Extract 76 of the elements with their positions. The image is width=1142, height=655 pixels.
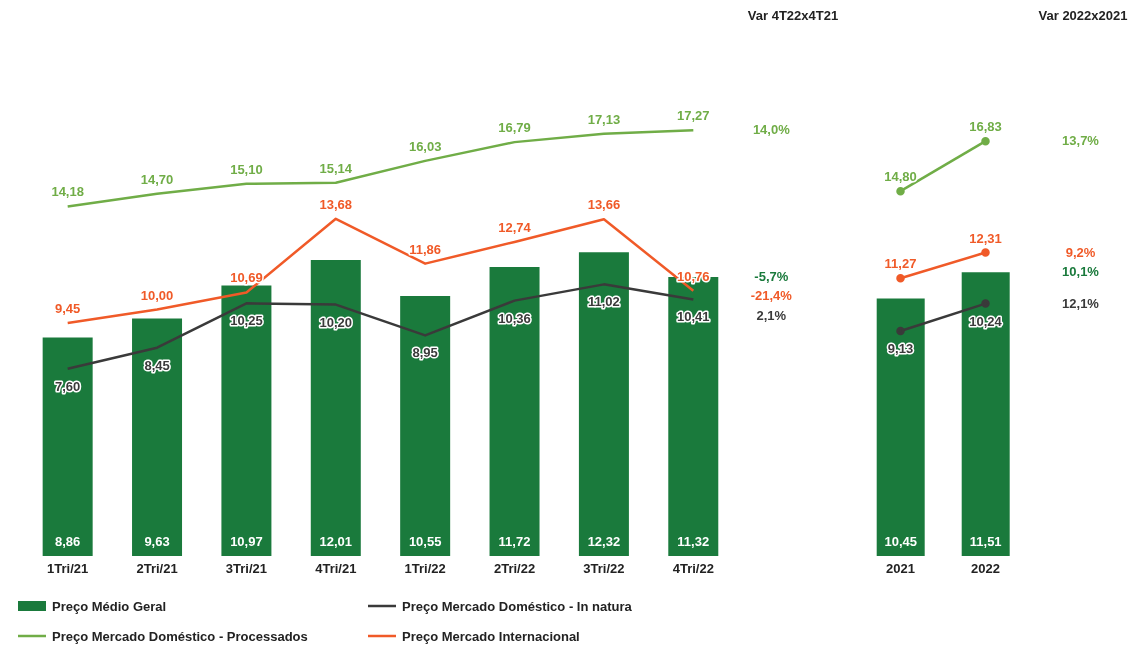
text: 14,0% — [752, 122, 791, 138]
x-tick-label: 1Tri/21 — [47, 561, 89, 577]
data-label: 17,27 — [677, 108, 710, 124]
point — [981, 248, 990, 257]
text: 12,1% — [1062, 295, 1100, 311]
data-label: 9,45 — [55, 301, 81, 317]
bar — [489, 267, 540, 556]
data-label: 9,13 — [887, 340, 914, 356]
data-label: 7,60 — [55, 378, 81, 394]
point — [896, 273, 905, 283]
x-tick-label: 2Tri/21 — [136, 561, 178, 577]
point — [981, 136, 990, 146]
data-label: 10,25 — [230, 313, 263, 329]
x-tick-label: 2Tri/22 — [493, 561, 536, 577]
point — [896, 186, 905, 196]
legend-label: Preço Mercado Doméstico - In natura — [402, 598, 632, 614]
data-label: 14,80 — [884, 169, 917, 185]
data-label: 10,97 — [230, 534, 263, 549]
x-tick-label: 1Tri/22 — [404, 561, 446, 577]
data-label: 12,01 — [319, 534, 353, 549]
text: Var 4T22x4T21 — [746, 8, 840, 23]
x-tick-label: 4Tri/22 — [672, 561, 714, 577]
point — [981, 299, 990, 308]
bar — [221, 285, 272, 556]
data-label: 13,68 — [319, 196, 353, 212]
text: -21,4% — [750, 288, 793, 304]
data-label: 10,36 — [498, 310, 531, 326]
data-label: 16,79 — [498, 120, 531, 136]
bar — [578, 252, 629, 556]
data-label: 9,63 — [144, 534, 170, 549]
data-label: 10,69 — [230, 270, 263, 286]
legend-label: Preço Mercado Internacional — [402, 628, 580, 644]
x-tick-label: 3Tri/21 — [225, 561, 268, 577]
data-label: 14,70 — [140, 171, 174, 187]
x-tick-label: 4Tri/21 — [315, 561, 357, 577]
data-label: 12,74 — [498, 219, 532, 235]
x-tick-label: 2022 — [971, 561, 1000, 577]
bar — [400, 295, 451, 556]
point — [896, 326, 905, 336]
text: 2,1% — [756, 307, 787, 323]
text: 9,2% — [1065, 244, 1096, 260]
data-label: 8,86 — [55, 534, 81, 549]
data-label: 11,02 — [588, 294, 620, 310]
data-label: 11,32 — [677, 534, 710, 549]
data-label: 10,20 — [319, 314, 353, 330]
data-label: 11,72 — [498, 534, 531, 549]
x-tick-label: 3Tri/22 — [583, 561, 625, 577]
data-label: 13,66 — [587, 197, 621, 213]
data-label: 12,32 — [587, 534, 621, 549]
data-label: 11,51 — [969, 534, 1002, 549]
data-label: 16,83 — [969, 119, 1002, 135]
data-label: 14,18 — [51, 184, 84, 200]
data-label: 8,45 — [144, 357, 170, 373]
text: 13,7% — [1062, 133, 1100, 149]
data-label: 10,24 — [969, 313, 1003, 329]
legend-label: Preço Mercado Doméstico - Processados — [52, 628, 308, 644]
text: 10,1% — [1062, 264, 1100, 280]
data-label: 10,55 — [408, 534, 442, 549]
bar — [310, 259, 361, 556]
data-label: 10,41 — [677, 309, 710, 325]
text: Var 2022x2021 — [1037, 8, 1129, 23]
data-label: 12,31 — [969, 230, 1002, 246]
data-label: 10,45 — [884, 534, 917, 549]
data-label: 8,95 — [412, 345, 438, 361]
data-label: 15,14 — [319, 160, 353, 176]
data-label: 17,13 — [587, 111, 621, 127]
x-tick-label: 2021 — [886, 561, 915, 577]
bar — [42, 337, 93, 556]
data-label: 15,10 — [230, 161, 263, 177]
legend-label: Preço Médio Geral — [52, 598, 167, 614]
data-label: 16,03 — [408, 138, 442, 154]
bar — [132, 318, 183, 556]
data-label: 10,00 — [140, 287, 174, 303]
data-label: 11,86 — [409, 241, 442, 257]
data-label: 11,27 — [884, 256, 917, 272]
text: -5,7% — [754, 268, 789, 284]
